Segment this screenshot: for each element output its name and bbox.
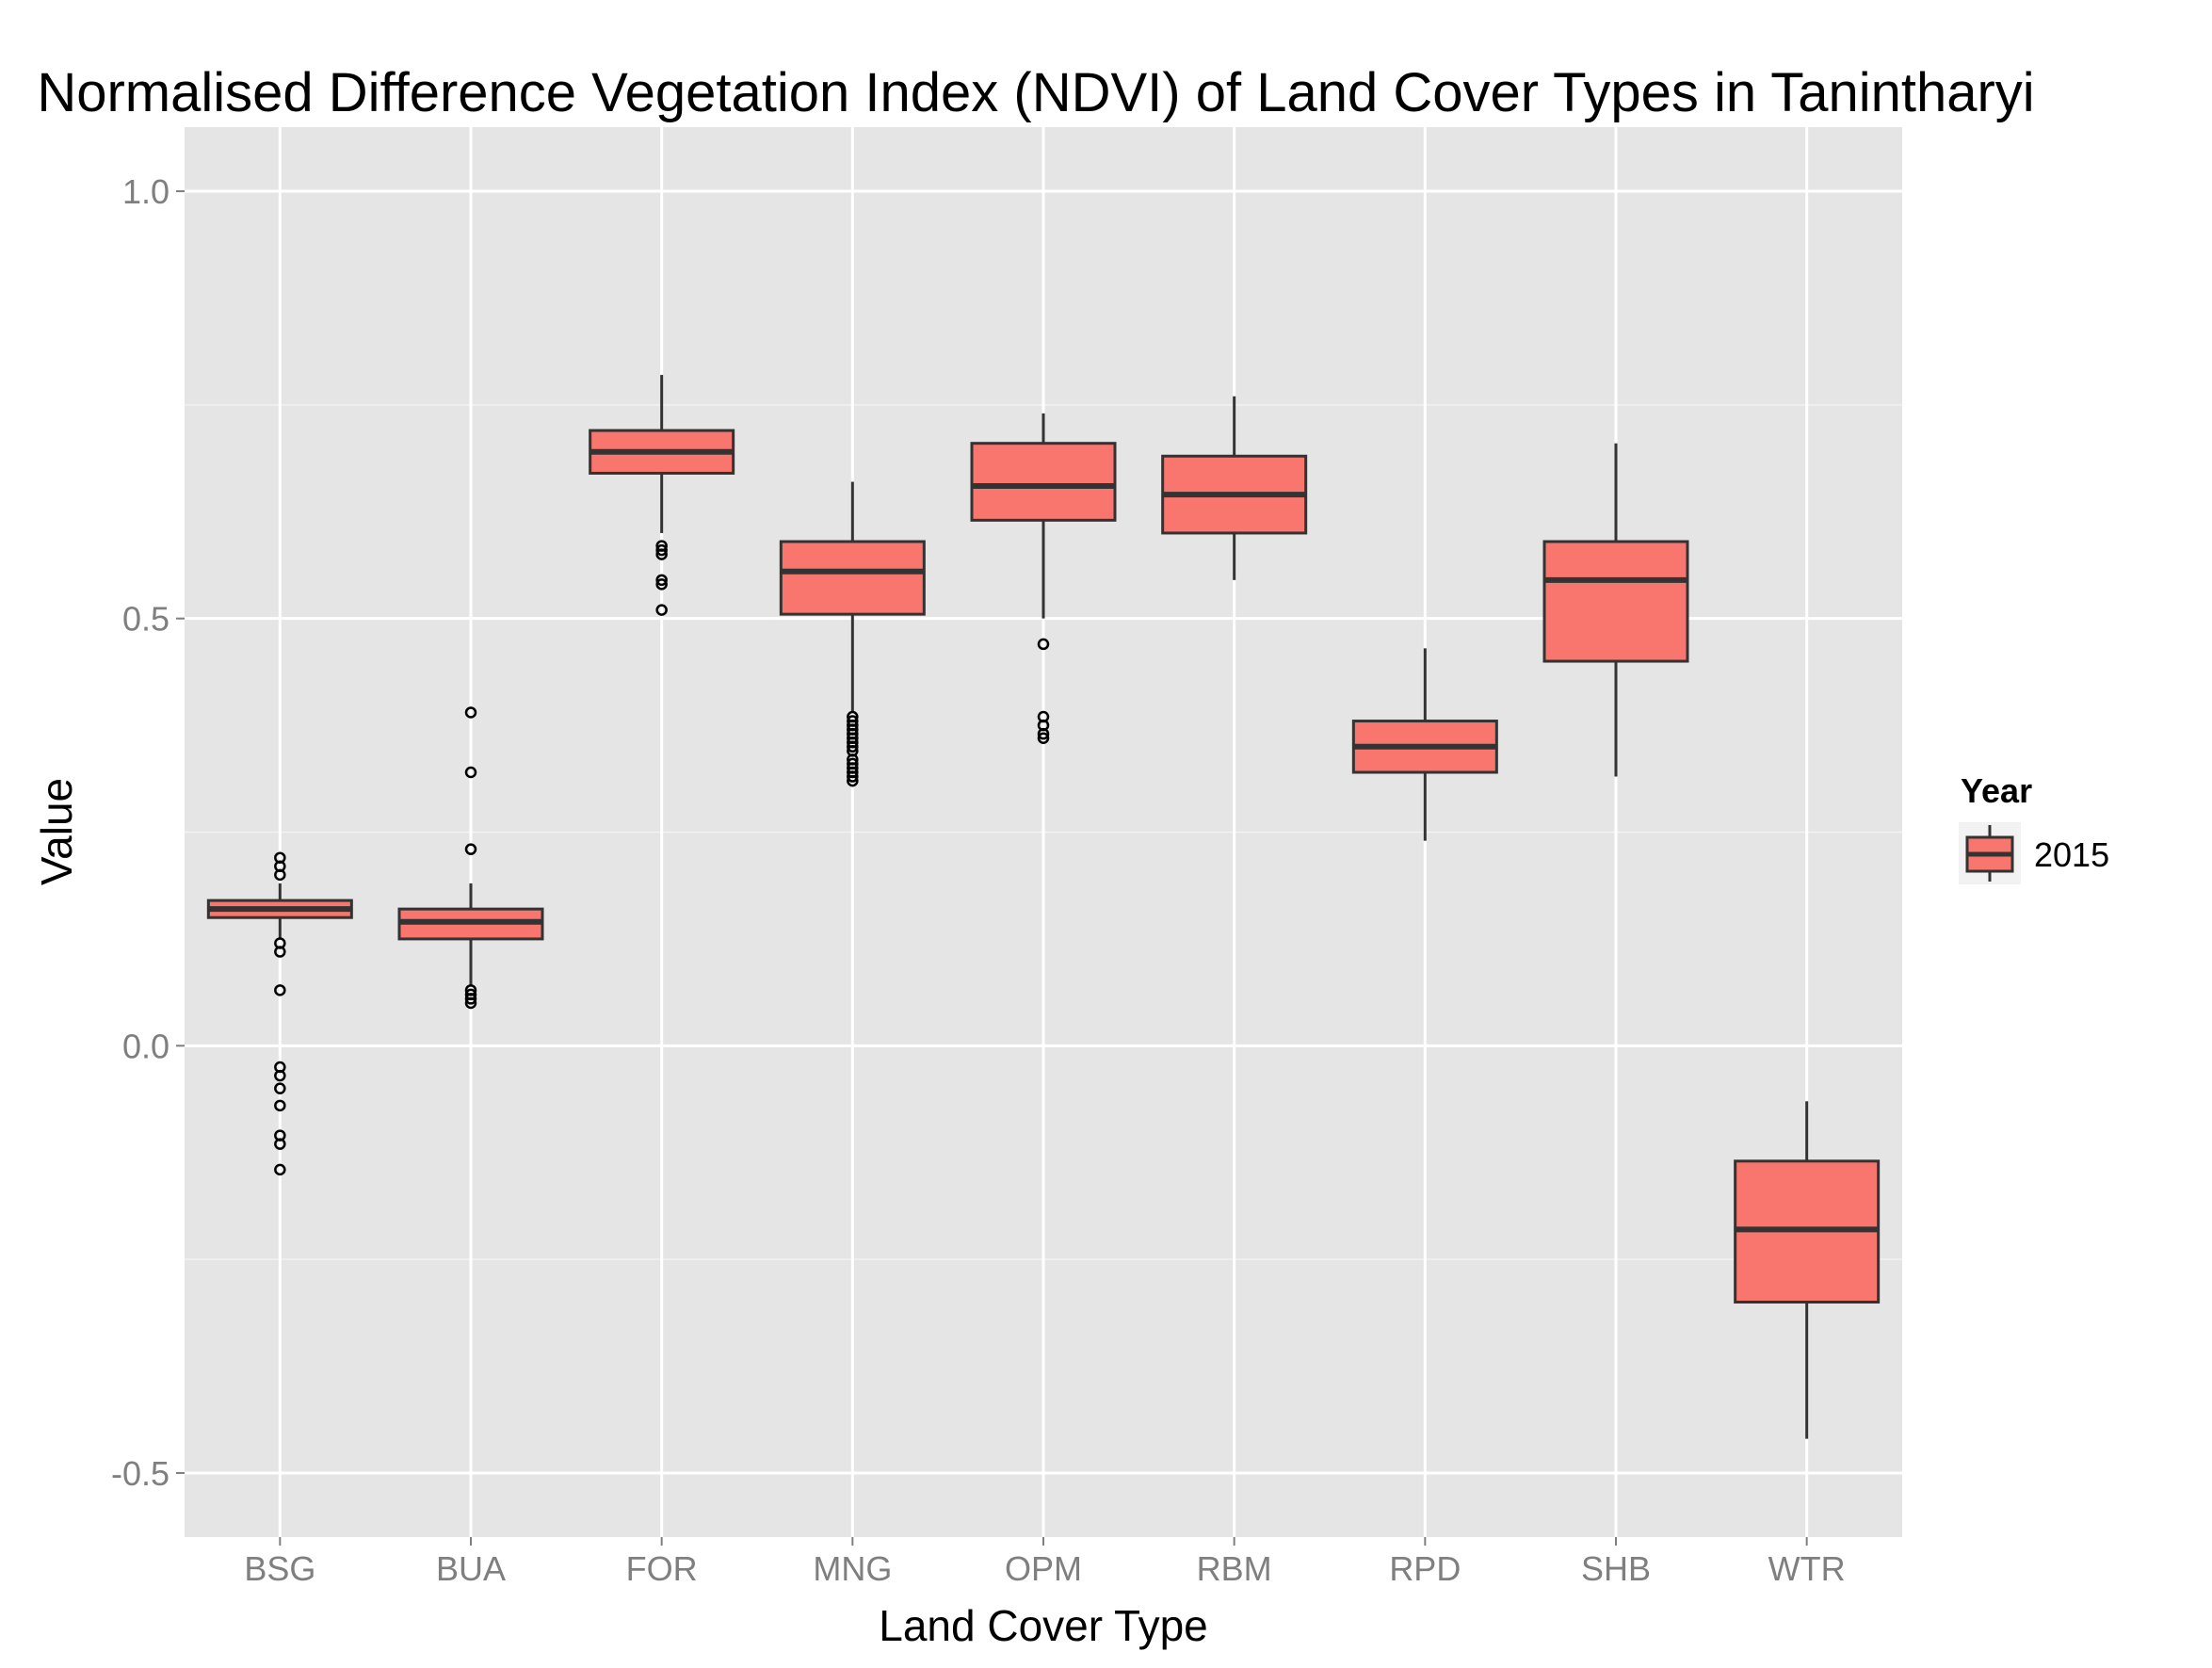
legend-label-2015: 2015 (2034, 835, 2109, 874)
box-iqr (779, 540, 926, 616)
x-tick-label-rpd: RPD (1389, 1549, 1461, 1588)
y-axis-title: Value (32, 778, 81, 885)
x-tick-label-for: FOR (626, 1549, 698, 1588)
y-tick-label: -0.5 (111, 1454, 170, 1493)
x-axis-title: Land Cover Type (879, 1601, 1208, 1650)
outlier-point (655, 574, 668, 587)
box-opm (970, 413, 1117, 744)
boxes (206, 375, 1881, 1439)
x-tick-label-bua: BUA (436, 1549, 506, 1588)
outlier-point (464, 996, 477, 1010)
outlier-point (655, 604, 668, 616)
outlier-point (1037, 732, 1050, 744)
x-tick-label-shb: SHB (1581, 1549, 1651, 1588)
x-tick-label-mng: MNG (813, 1549, 892, 1588)
x-tick-label-rbm: RBM (1197, 1549, 1272, 1588)
outlier-point (1037, 638, 1050, 651)
box-rpd (1351, 648, 1498, 841)
legend: Year 2015 (1959, 771, 2109, 884)
outlier-point (464, 843, 477, 855)
outlier-point (847, 774, 859, 787)
outlier-point (655, 578, 668, 591)
chart-title: Normalised Difference Vegetation Index (… (37, 62, 2034, 123)
outlier-point (655, 543, 668, 557)
outlier-point (847, 770, 859, 783)
box-iqr (1542, 540, 1689, 663)
x-tick-label-opm: OPM (1005, 1549, 1082, 1588)
outlier-point (274, 1163, 286, 1176)
box-iqr (970, 442, 1117, 522)
box-bua (397, 706, 544, 1010)
box-bsg (206, 851, 353, 1176)
box-rbm (1161, 396, 1308, 580)
box-mng (779, 481, 926, 787)
legend-title: Year (1961, 771, 2032, 810)
outlier-point (1037, 727, 1050, 740)
outlier-point (274, 1082, 286, 1094)
box-shb (1542, 443, 1689, 777)
outlier-point (847, 740, 859, 753)
x-tick-label-wtr: WTR (1768, 1549, 1846, 1588)
outlier-point (464, 993, 477, 1005)
outlier-point (464, 706, 477, 719)
outlier-point (274, 1069, 286, 1082)
outlier-point (655, 548, 668, 560)
box-wtr (1734, 1101, 1881, 1439)
axes: -0.5 0.0 0.5 1.0 BSG BUA FOR MNG OPM RBM RPD SHB WTR (111, 172, 1846, 1588)
outlier-point (274, 1099, 286, 1112)
outlier-point (274, 984, 286, 996)
y-tick-label: 0.0 (122, 1027, 170, 1065)
outlier-point (464, 766, 477, 779)
outlier-point (274, 1138, 286, 1150)
outlier-point (274, 946, 286, 958)
y-tick-label: 0.5 (122, 600, 170, 639)
box-for (589, 375, 735, 616)
y-tick-label: 1.0 (122, 172, 170, 211)
x-tick-label-bsg: BSG (244, 1549, 315, 1588)
outlier-point (274, 868, 286, 882)
